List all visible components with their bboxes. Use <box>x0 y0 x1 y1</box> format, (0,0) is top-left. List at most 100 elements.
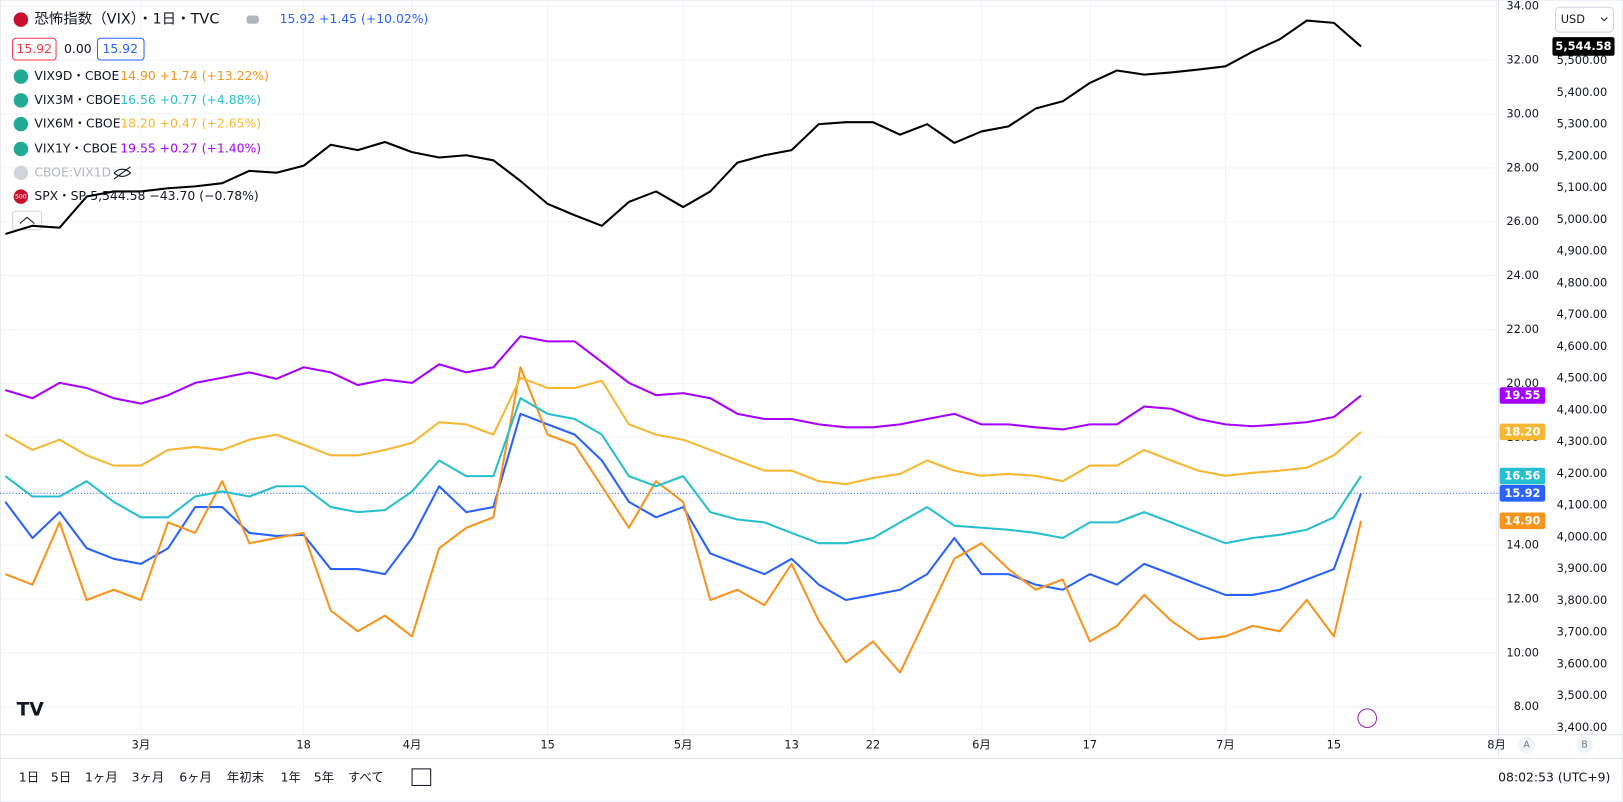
y2-tick-label: 3,800.00 <box>1557 593 1608 607</box>
y-tick-label: 28.00 <box>1506 160 1539 174</box>
price-badge-label: 5,544.58 <box>1555 39 1611 53</box>
legend-name[interactable]: VIX1Y・CBOE <box>34 141 117 156</box>
series-icon <box>13 116 29 132</box>
timeframe-button[interactable]: 5日 <box>51 770 71 785</box>
legend-quote: 14.90 +1.74 (+13.22%) <box>120 68 269 83</box>
symbol-title: 恐怖指数（VIX）・1日・TVC <box>34 11 219 28</box>
x-tick-label: 15 <box>540 738 554 752</box>
series-line <box>5 19 1362 235</box>
alert-icon[interactable] <box>1357 708 1378 729</box>
currency[interactable]: USD <box>1561 12 1586 26</box>
eye-off-icon[interactable] <box>113 166 132 180</box>
y2-tick-label: 3,600.00 <box>1557 656 1608 670</box>
symbol-quote: 15.92 +1.45 (+10.02%) <box>280 11 429 26</box>
price-badge-label: 15.92 <box>1504 486 1540 500</box>
x-tick-label: 3月 <box>132 738 151 752</box>
y2-tick-label: 3,700.00 <box>1557 625 1608 639</box>
price-badge <box>1499 423 1546 441</box>
y2-tick-label: 4,000.00 <box>1557 529 1608 543</box>
y-tick-label: 26.00 <box>1506 214 1539 228</box>
legend-name[interactable]: VIX3M・CBOE <box>34 92 120 107</box>
legend-quote: 18.20 +0.47 (+2.65%) <box>120 116 261 131</box>
price-badge <box>1499 512 1546 530</box>
y2-tick-label: 5,100.00 <box>1557 180 1608 194</box>
y2-tick-label: 5,400.00 <box>1557 85 1608 99</box>
timeframe-button[interactable]: 5年 <box>314 770 334 785</box>
series-icon-label: 500 <box>15 194 27 201</box>
logo: TV <box>17 699 45 720</box>
timeframe-button[interactable]: 年初末 <box>227 770 264 785</box>
ohlc-box <box>96 37 145 61</box>
x-tick-label: 17 <box>1083 738 1097 752</box>
y2-tick-label: 4,900.00 <box>1557 244 1608 258</box>
price-badge <box>1499 485 1546 502</box>
legend-name[interactable]: SPX・SP <box>34 188 86 203</box>
y2-tick-label: 4,700.00 <box>1557 307 1608 321</box>
x-tick-label: 7月 <box>1216 738 1235 752</box>
timeframe-button[interactable]: 1年 <box>281 770 301 785</box>
ohlc-value: 15.92 <box>102 41 138 56</box>
series-icon <box>13 141 29 157</box>
x-tick-label: 8月 <box>1487 738 1506 752</box>
price-badge <box>1552 37 1615 56</box>
series-line <box>4 412 1362 602</box>
timeframe-button[interactable]: 1ヶ月 <box>85 770 118 785</box>
series-line <box>4 376 1362 486</box>
timeframe-button[interactable]: 6ヶ月 <box>179 770 212 785</box>
y2-tick-label: 3,900.00 <box>1557 561 1608 575</box>
grid <box>0 0 1499 735</box>
y2-tick-label: 5,500.00 <box>1557 53 1608 67</box>
x-tick-label: 15 <box>1327 738 1341 752</box>
clock: 08:02:53 (UTC+9) <box>1498 770 1610 785</box>
status-dot <box>246 15 259 24</box>
x-tick-label: 22 <box>866 738 880 752</box>
scale-button[interactable] <box>1518 736 1535 754</box>
legend-quote: 19.55 +0.27 (+1.40%) <box>120 141 261 156</box>
legend-name[interactable]: VIX9D・CBOE <box>34 68 119 83</box>
y2-tick-label: 3,500.00 <box>1557 688 1608 702</box>
series-icon <box>13 189 29 204</box>
ohlc-value: 0.00 <box>64 41 92 56</box>
y2-tick-label: 4,400.00 <box>1557 402 1608 416</box>
ohlc-box <box>12 37 57 61</box>
flag-icon <box>13 12 29 27</box>
x-tick-label: 18 <box>296 738 310 752</box>
calendar-icon[interactable] <box>411 768 432 786</box>
scale-button-label: B <box>1581 740 1587 751</box>
y2-tick-label: 4,100.00 <box>1557 498 1608 512</box>
y-tick-label: 34.00 <box>1506 0 1539 13</box>
series-icon <box>13 69 29 84</box>
y2-tick-label: 5,200.00 <box>1557 148 1608 162</box>
price-badge-label: 18.20 <box>1504 424 1540 438</box>
timeframe-button[interactable]: 1日 <box>19 770 39 785</box>
y2-tick-label: 5,000.00 <box>1557 212 1608 226</box>
y2-tick-label: 4,800.00 <box>1557 275 1608 289</box>
y-tick-label: 10.00 <box>1506 645 1539 659</box>
chevron-up <box>19 216 35 224</box>
series-line <box>4 397 1362 545</box>
timeframe-button[interactable]: すべて <box>348 770 384 785</box>
currency-button[interactable] <box>1555 6 1615 33</box>
y2-tick-label: 4,200.00 <box>1557 466 1608 480</box>
price-badge <box>1499 387 1546 404</box>
legend-name[interactable]: VIX6M・CBOE <box>34 116 120 131</box>
series-line <box>5 335 1362 431</box>
hidden-icon <box>13 165 29 181</box>
scale-button[interactable] <box>1576 736 1593 754</box>
y-tick-label: 32.00 <box>1506 53 1539 67</box>
price-badge-label: 19.55 <box>1504 388 1540 402</box>
price-badge-label: 14.90 <box>1504 513 1540 527</box>
series-icon <box>13 93 29 108</box>
chevron <box>1600 17 1608 22</box>
price-badge <box>1499 467 1546 485</box>
hidden-series[interactable]: CBOE:VIX1D <box>34 164 111 179</box>
timeframe-button[interactable]: 3ヶ月 <box>132 770 165 785</box>
legend-quote: 5,544.58 −43.70 (−0.78%) <box>90 188 259 203</box>
y-tick-label: 12.00 <box>1506 591 1539 605</box>
y2-tick-label: 4,300.00 <box>1557 434 1608 448</box>
ohlc-value: 15.92 <box>17 41 53 56</box>
y-tick-label: 30.00 <box>1506 106 1539 120</box>
y2-tick-label: 5,300.00 <box>1557 117 1608 131</box>
